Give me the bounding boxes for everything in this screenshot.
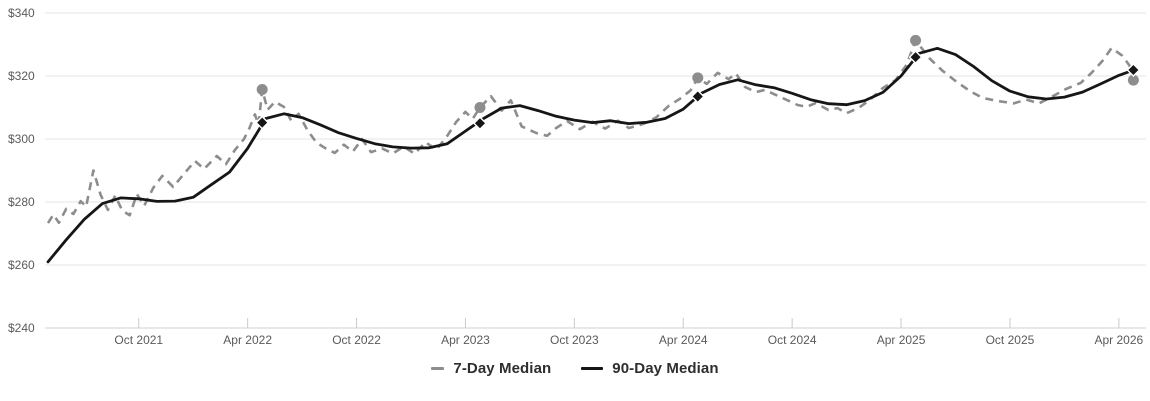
y-tick-label: $320	[8, 69, 35, 83]
y-tick-label: $240	[8, 321, 35, 335]
ninety-day-marker-diamond	[1126, 63, 1141, 78]
ninety-day-median-line	[46, 46, 1139, 264]
legend-label-90-day-median: 90-Day Median	[612, 360, 719, 377]
y-tick-label: $260	[8, 258, 35, 272]
legend-item-90-day-median: 90-Day Median	[581, 360, 719, 377]
seven-day-median-line	[46, 39, 1135, 225]
x-tick-label: Oct 2025	[986, 333, 1035, 347]
ninety-day-marker-diamond	[690, 89, 705, 104]
seven-day-marker-circle	[474, 102, 486, 113]
y-tick-label: $280	[8, 195, 35, 209]
x-tick-label: Apr 2022	[223, 333, 272, 347]
seven-day-marker-circle	[910, 34, 922, 46]
ninety-day-marker-diamond	[472, 116, 487, 131]
ninety-day-marker-diamond	[908, 50, 923, 65]
seven-day-median-swatch-icon	[431, 367, 445, 370]
x-tick-label: Apr 2025	[877, 333, 926, 347]
x-tick-label: Oct 2024	[768, 333, 817, 347]
x-tick-label: Oct 2023	[550, 333, 599, 347]
x-tick-label: Apr 2023	[441, 333, 490, 347]
ninety-day-median-swatch-icon	[581, 367, 604, 370]
legend-item-7-day-median: 7-Day Median	[431, 360, 551, 377]
seven-day-marker-circle	[692, 72, 704, 84]
y-tick-label: $340	[8, 6, 35, 20]
legend-label-7-day-median: 7-Day Median	[453, 360, 552, 377]
seven-day-marker-circle	[1127, 74, 1139, 86]
seven-day-marker-circle	[256, 84, 268, 96]
median-price-chart: $340 $320 $300 $280 $260 $240 Oct 2021 Apr 2022…	[8, 6, 1146, 347]
ninety-day-marker-diamond	[255, 115, 270, 130]
chart-legend: 7-Day Median 90-Day Median	[0, 354, 1150, 377]
x-tick-label: Apr 2026	[1094, 333, 1143, 347]
y-tick-label: $300	[8, 132, 35, 146]
x-tick-label: Oct 2021	[114, 333, 163, 347]
x-tick-label: Oct 2022	[332, 333, 381, 347]
x-tick-label: Apr 2024	[659, 333, 708, 347]
